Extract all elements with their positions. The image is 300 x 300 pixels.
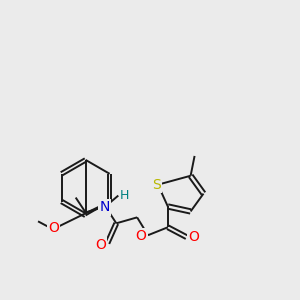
Text: N: N bbox=[99, 200, 110, 214]
Text: H: H bbox=[120, 189, 129, 202]
Text: S: S bbox=[153, 178, 161, 192]
Text: O: O bbox=[136, 229, 146, 243]
Text: O: O bbox=[95, 238, 106, 252]
Text: O: O bbox=[188, 230, 199, 244]
Text: O: O bbox=[49, 221, 59, 235]
